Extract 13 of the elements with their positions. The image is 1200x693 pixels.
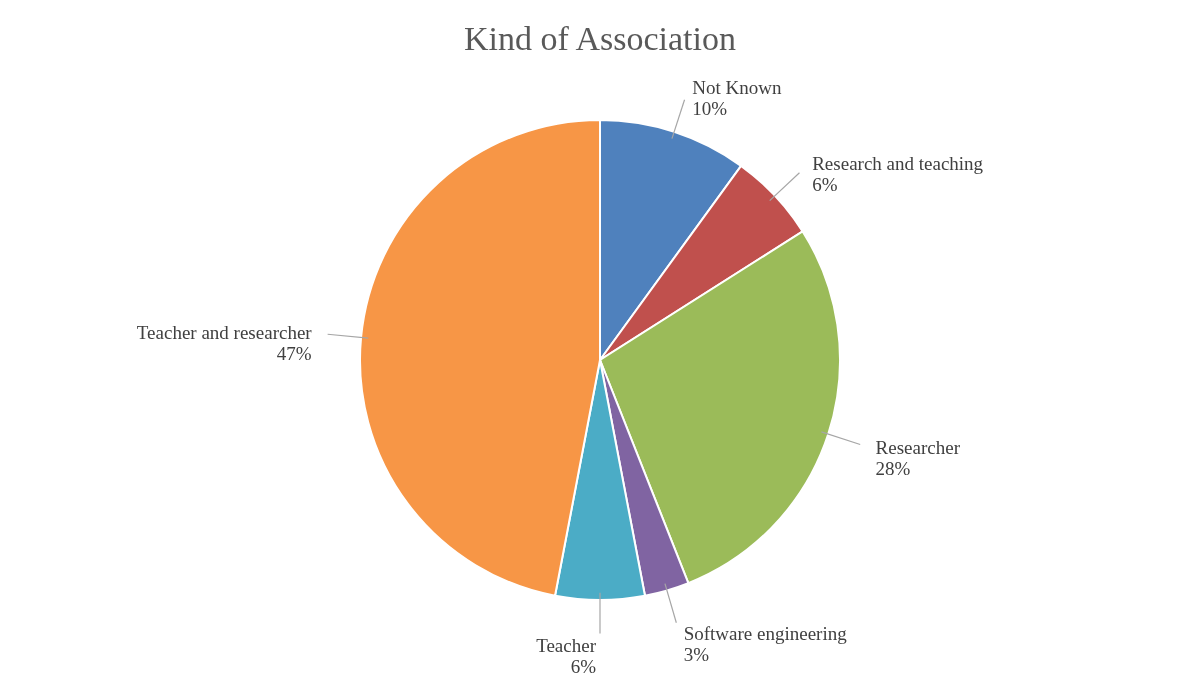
data-label: 6% (570, 655, 597, 677)
slice-label: Research and teaching (812, 153, 984, 175)
chart-title: Kind of Association (464, 20, 736, 57)
slice-label: Researcher (875, 437, 961, 459)
data-label: 3% (683, 644, 710, 666)
slice-label: Teacher and researcher (136, 322, 313, 344)
data-label: 10% (692, 98, 728, 120)
slice-label: Not Known (692, 77, 782, 99)
slice-label: Software engineering (683, 623, 848, 645)
data-label: 28% (875, 458, 911, 480)
data-label: 6% (812, 174, 838, 196)
slice-label: Teacher (536, 634, 597, 656)
data-label: 47% (276, 343, 312, 365)
